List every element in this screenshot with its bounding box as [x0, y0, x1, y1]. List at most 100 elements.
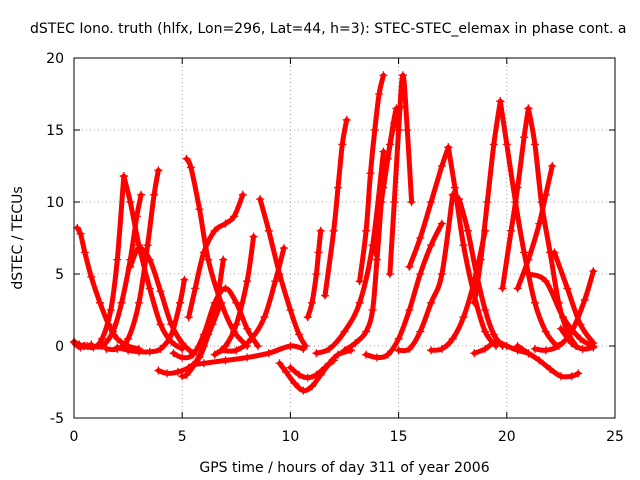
series-curve: [497, 98, 560, 349]
data-point-marker: [210, 226, 219, 235]
data-point-marker: [470, 349, 479, 358]
data-point-marker: [455, 195, 464, 204]
series-15: [189, 342, 308, 369]
series-curve: [342, 199, 384, 353]
data-point-marker: [463, 226, 472, 235]
data-point-marker: [448, 334, 457, 343]
data-point-marker: [308, 382, 317, 391]
data-point-marker: [275, 359, 284, 368]
data-point-marker: [340, 327, 349, 336]
chart-title: dSTEC Iono. truth (hlfx, Lon=296, Lat=44…: [30, 21, 627, 37]
data-point-marker: [76, 229, 85, 238]
data-point-marker: [180, 275, 189, 284]
data-point-marker: [167, 330, 176, 339]
data-point-marker: [117, 298, 126, 307]
data-point-marker: [556, 372, 565, 381]
series-11: [178, 298, 226, 381]
data-point-marker: [513, 183, 522, 192]
plot-frame: [73, 57, 616, 419]
data-point-marker: [232, 298, 241, 307]
series-44: [556, 324, 598, 353]
data-point-marker: [247, 334, 256, 343]
x-tick-label: 25: [606, 429, 624, 445]
data-point-marker: [541, 327, 550, 336]
data-point-marker: [243, 353, 252, 362]
data-point-marker: [219, 255, 228, 264]
data-point-marker: [271, 277, 280, 286]
data-point-marker: [379, 147, 388, 156]
data-point-marker: [398, 71, 407, 80]
series-29: [394, 190, 457, 355]
data-point-marker: [496, 97, 505, 106]
data-point-marker: [366, 169, 375, 178]
data-point-marker: [279, 244, 288, 253]
data-point-marker: [450, 183, 459, 192]
series-40: [513, 342, 583, 381]
data-point-marker: [513, 284, 522, 293]
data-point-marker: [548, 162, 557, 170]
data-point-marker: [295, 370, 304, 379]
data-point-marker: [113, 334, 122, 343]
plot-area: [70, 71, 598, 395]
data-point-marker: [303, 313, 312, 322]
data-point-marker: [126, 198, 135, 206]
data-point-marker: [312, 349, 321, 358]
data-point-marker: [154, 166, 163, 175]
data-point-marker: [368, 306, 377, 314]
data-point-marker: [178, 339, 187, 348]
data-point-marker: [303, 373, 312, 382]
data-point-marker: [232, 346, 241, 355]
data-point-marker: [260, 313, 269, 322]
data-point-marker: [295, 330, 304, 339]
data-point-marker: [578, 344, 587, 353]
y-axis-label: dSTEC / TECUs: [10, 186, 26, 289]
data-point-marker: [394, 346, 403, 355]
data-point-marker: [459, 313, 468, 322]
data-point-marker: [437, 162, 446, 170]
data-point-marker: [232, 320, 241, 329]
data-point-marker: [80, 248, 89, 257]
data-point-marker: [498, 284, 507, 293]
data-point-marker: [396, 102, 405, 111]
series-27: [370, 102, 405, 257]
data-point-marker: [253, 342, 262, 350]
data-point-marker: [546, 365, 555, 374]
data-point-marker: [535, 356, 544, 365]
data-point-marker: [137, 190, 146, 199]
data-point-marker: [113, 255, 122, 264]
data-point-marker: [340, 346, 349, 355]
data-point-marker: [489, 330, 498, 339]
series-21: [321, 115, 351, 300]
data-point-marker: [325, 344, 334, 353]
data-point-marker: [189, 360, 198, 369]
data-point-marker: [184, 313, 193, 322]
data-point-marker: [476, 255, 485, 264]
data-point-marker: [156, 320, 165, 329]
data-point-marker: [383, 154, 392, 163]
data-point-marker: [372, 353, 381, 362]
data-point-marker: [286, 342, 295, 350]
data-point-marker: [370, 248, 379, 257]
data-point-marker: [351, 339, 360, 348]
data-point-marker: [186, 163, 195, 172]
data-point-marker: [589, 343, 598, 352]
data-point-marker: [104, 320, 113, 329]
data-point-marker: [355, 298, 364, 307]
data-point-marker: [550, 248, 559, 257]
x-tick-label: 10: [281, 429, 299, 445]
data-point-marker: [113, 343, 122, 352]
series-35: [496, 97, 561, 350]
data-point-marker: [282, 367, 291, 376]
series-9: [182, 154, 252, 350]
data-point-marker: [470, 298, 479, 307]
data-point-marker: [530, 140, 539, 149]
data-point-marker: [314, 248, 323, 257]
data-point-marker: [221, 356, 230, 365]
data-point-marker: [256, 195, 265, 204]
series-curve: [456, 196, 505, 349]
data-point-marker: [574, 369, 583, 378]
data-point-marker: [427, 346, 436, 355]
data-point-marker: [403, 126, 412, 134]
data-point-marker: [210, 350, 219, 359]
series-16: [256, 195, 310, 350]
